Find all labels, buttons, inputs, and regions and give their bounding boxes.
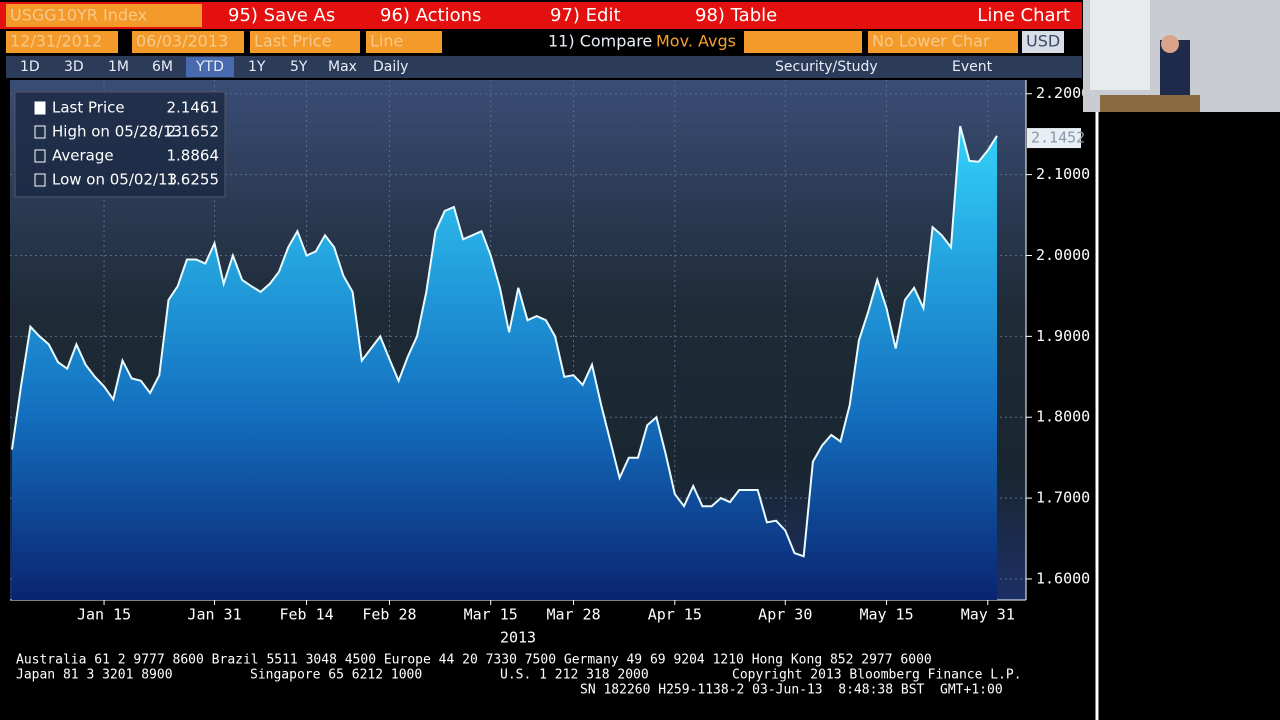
legend-icon bbox=[34, 125, 46, 139]
x-tick-label: Feb 28 bbox=[362, 606, 416, 624]
period-buttons: 1D 3D 1M 6M YTD 1Y 5Y Max bbox=[20, 59, 357, 75]
end-date: 06/03/2013 bbox=[136, 32, 228, 51]
legend-icon bbox=[34, 101, 46, 115]
x-tick-label: May 31 bbox=[961, 606, 1015, 624]
legend-value: 1.8864 bbox=[167, 147, 220, 165]
footer-singapore: Singapore 65 6212 1000 bbox=[250, 668, 422, 683]
y-tick-label: 2.1000 bbox=[1036, 165, 1090, 183]
legend-value: 2.1652 bbox=[167, 123, 220, 141]
webcam-desk bbox=[1100, 95, 1200, 112]
x-tick-label: Feb 14 bbox=[279, 606, 333, 624]
lower-chart-select[interactable] bbox=[868, 31, 1018, 53]
frequency-select[interactable]: Daily bbox=[373, 59, 408, 75]
compare-button[interactable]: 11) Compare bbox=[548, 32, 652, 51]
security-field[interactable] bbox=[6, 4, 202, 27]
actions-button[interactable]: 96) Actions bbox=[380, 5, 481, 26]
mov-avgs-button[interactable]: Mov. Avgs bbox=[656, 32, 736, 51]
end-date-field[interactable] bbox=[132, 31, 244, 53]
last-value-tag-box bbox=[1027, 128, 1081, 149]
webcam-head bbox=[1161, 35, 1179, 53]
period-button[interactable]: 5Y bbox=[290, 59, 308, 75]
lower-chart: No Lower Char bbox=[872, 32, 990, 51]
x-axis-label: 2013 bbox=[500, 629, 536, 647]
period-button[interactable]: 1D bbox=[20, 59, 40, 75]
footer-japan: Japan 81 3 3201 8900 bbox=[16, 668, 173, 683]
line bbox=[11, 125, 998, 558]
field-select[interactable] bbox=[250, 31, 360, 53]
footer-session: SN 182260 H259-1138-2 03-Jun-13 8:48:38 … bbox=[580, 683, 1003, 698]
legend-label: High on 05/28/13 bbox=[52, 123, 182, 141]
legend-value: 1.6255 bbox=[167, 171, 220, 189]
area bbox=[12, 126, 997, 600]
currency: USD bbox=[1026, 32, 1060, 51]
field: Last Price bbox=[254, 32, 331, 51]
period-button[interactable]: 1Y bbox=[248, 59, 266, 75]
y-tick-label: 1.8000 bbox=[1036, 408, 1090, 426]
legend-label: Average bbox=[52, 147, 114, 165]
y-tick-label: 1.7000 bbox=[1036, 489, 1090, 507]
legend: Last Price 2.1461 High on 05/28/132.1652 Av… bbox=[34, 99, 220, 189]
footer-contacts: Australia 61 2 9777 8600 Brazil 5511 304… bbox=[16, 653, 932, 668]
legend-label: Last Price bbox=[52, 99, 125, 117]
style-select[interactable] bbox=[366, 31, 442, 53]
y-tick-label: 2.2000 bbox=[1036, 84, 1090, 102]
y-tick-label: 1.6000 bbox=[1036, 569, 1090, 587]
x-tick-label: Apr 15 bbox=[648, 606, 702, 624]
period-selected bbox=[186, 57, 234, 77]
security: USGG10YR Index bbox=[10, 6, 147, 25]
legend-value: 2.1461 bbox=[167, 99, 220, 117]
x-tick-label: Mar 28 bbox=[546, 606, 600, 624]
legend-label: Low on 05/02/13 bbox=[52, 171, 177, 189]
table-button[interactable]: 98) Table bbox=[695, 5, 777, 26]
legend-icon bbox=[34, 173, 46, 187]
chart-kind: Line Chart bbox=[977, 5, 1070, 26]
period-button[interactable]: 1M bbox=[108, 59, 129, 75]
period-button[interactable]: YTD bbox=[195, 59, 224, 75]
x-tick-label: May 15 bbox=[859, 606, 913, 624]
edit-button[interactable]: 97) Edit bbox=[550, 5, 621, 26]
legend-icon bbox=[34, 149, 46, 163]
webcam-wall bbox=[1090, 0, 1150, 90]
start-date: 12/31/2012 bbox=[10, 32, 102, 51]
save-as-button[interactable]: 95) Save As bbox=[228, 5, 335, 26]
period-button[interactable]: 3D bbox=[64, 59, 84, 75]
last-value-tag: 2.1452 bbox=[1031, 129, 1085, 147]
blank-field[interactable] bbox=[744, 31, 862, 53]
period-bar bbox=[6, 56, 1082, 78]
footer-us: U.S. 1 212 318 2000 bbox=[500, 668, 649, 683]
start-date-field[interactable] bbox=[6, 31, 118, 53]
plot: 1.6000 1.7000 1.8000 1.9000 2.0000 2.1000 2.20… bbox=[10, 80, 1090, 647]
x-tick-label: Jan 31 bbox=[187, 606, 241, 624]
y-tick-label: 1.9000 bbox=[1036, 327, 1090, 345]
x-tick-label: Mar 15 bbox=[464, 606, 518, 624]
legend-box bbox=[14, 91, 226, 198]
x-tick-label: Jan 15 bbox=[77, 606, 131, 624]
style: Line bbox=[370, 32, 403, 51]
currency-field[interactable] bbox=[1022, 31, 1064, 53]
x-tick-label: Apr 30 bbox=[758, 606, 812, 624]
period-button[interactable]: Max bbox=[328, 59, 357, 75]
event-button[interactable]: Event bbox=[952, 59, 993, 75]
footer-copyright: Copyright 2013 Bloomberg Finance L.P. bbox=[732, 668, 1022, 683]
period-button[interactable]: 6M bbox=[152, 59, 173, 75]
study-button[interactable]: Security/Study bbox=[775, 59, 878, 75]
y-tick-label: 2.0000 bbox=[1036, 246, 1090, 264]
